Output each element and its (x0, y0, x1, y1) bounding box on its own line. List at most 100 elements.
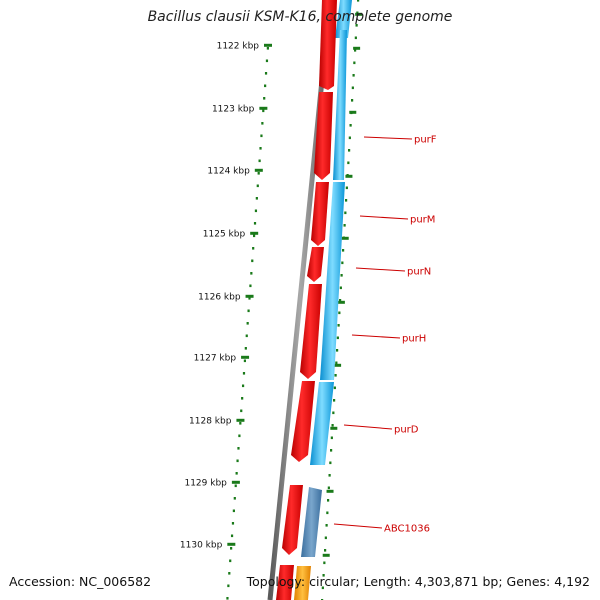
minor-tick (339, 299, 342, 302)
scale-label: 1128 kbp (189, 417, 232, 427)
minor-tick (232, 509, 235, 513)
minor-tick (321, 586, 324, 590)
minor-tick (353, 61, 356, 65)
minor-tick (234, 484, 237, 488)
gene-label: purN (407, 267, 431, 278)
minor-tick (323, 561, 326, 565)
minor-tick (351, 86, 354, 90)
minor-tick (226, 597, 229, 600)
minor-tick (249, 284, 252, 288)
major-tick (330, 426, 338, 430)
minor-tick (332, 411, 335, 415)
scale-label: 1122 kbp (217, 42, 260, 52)
major-tick (227, 542, 236, 546)
minor-tick (336, 349, 339, 352)
gene-label: purF (414, 135, 437, 146)
major-tick (241, 355, 250, 359)
minor-tick (261, 122, 264, 125)
minor-tick (342, 249, 345, 252)
major-tick (349, 110, 357, 114)
minor-tick (357, 0, 360, 2)
major-tick (334, 363, 342, 367)
map-title: Bacillus clausii KSM-K16, complete genom… (147, 9, 453, 25)
minor-tick (343, 224, 346, 227)
minor-tick (328, 474, 331, 477)
major-tick (245, 294, 254, 298)
gene-leader-line (333, 523, 383, 529)
minor-tick (355, 24, 358, 27)
minor-tick (326, 511, 329, 515)
minor-tick (248, 297, 251, 300)
minor-tick (236, 459, 239, 463)
minor-tick (230, 534, 234, 538)
minor-tick (348, 136, 351, 140)
minor-tick (263, 97, 266, 100)
minor-tick (327, 486, 330, 490)
minor-tick (250, 272, 253, 275)
minor-tick (255, 197, 258, 200)
gene-label: ABC1036 (384, 524, 430, 535)
minor-tick (351, 99, 354, 102)
minor-tick (349, 124, 352, 127)
minor-tick (241, 384, 245, 388)
minor-tick (246, 322, 249, 325)
gene-leader-line (359, 215, 409, 220)
minor-tick (252, 234, 256, 238)
minor-tick (238, 434, 241, 438)
scale-label: 1124 kbp (207, 167, 250, 177)
gene-label: purH (402, 334, 426, 345)
scale-label: 1126 kbp (198, 293, 241, 303)
scale-label: 1125 kbp (203, 230, 246, 240)
minor-tick (251, 259, 254, 263)
minor-tick (233, 497, 236, 500)
minor-tick (262, 109, 265, 113)
gene-leader-line (351, 334, 401, 339)
reverse-strand-track (294, 0, 352, 600)
minor-tick (338, 311, 341, 315)
minor-tick (345, 186, 348, 190)
forward-gene-feature (291, 381, 315, 462)
minor-tick (237, 447, 240, 450)
minor-tick (264, 72, 268, 75)
major-tick (341, 236, 349, 240)
minor-tick (333, 399, 336, 402)
minor-tick (229, 559, 232, 563)
minor-tick (330, 436, 333, 440)
major-tick (337, 300, 345, 304)
scale-labels: 1122 kbp 1123 kbp 1124 kbp 1125 kbp 1126 kbp… (180, 42, 259, 551)
minor-tick (333, 386, 336, 390)
major-tick (259, 106, 268, 110)
minor-tick (354, 36, 357, 40)
minor-tick (239, 422, 242, 425)
minor-tick (235, 472, 238, 475)
minor-tick (264, 84, 267, 88)
scale-label: 1127 kbp (194, 354, 237, 364)
minor-tick (345, 199, 348, 202)
tick-track (226, 0, 360, 600)
major-tick (236, 418, 245, 422)
minor-tick (241, 397, 244, 400)
minor-tick (231, 522, 235, 525)
minor-tick (228, 572, 231, 575)
reverse-gene-feature (301, 487, 322, 557)
minor-tick (327, 499, 330, 502)
scale-label: 1129 kbp (184, 479, 227, 489)
minor-tick (336, 336, 339, 340)
major-tick (254, 168, 263, 172)
major-tick (345, 174, 353, 178)
minor-tick (335, 361, 338, 365)
minor-tick (230, 547, 233, 550)
forward-gene-feature (319, 0, 337, 90)
accession-text: Accession: NC_006582 (9, 574, 152, 589)
minor-tick (227, 584, 230, 588)
gene-leader-line (343, 424, 393, 430)
major-tick (322, 553, 330, 557)
forward-gene-feature (276, 565, 294, 600)
reverse-gene-feature (310, 382, 334, 465)
minor-tick (258, 159, 261, 163)
minor-tick (253, 222, 257, 225)
reverse-gene-feature (333, 30, 347, 180)
minor-tick (344, 211, 347, 215)
minor-tick (256, 184, 259, 188)
